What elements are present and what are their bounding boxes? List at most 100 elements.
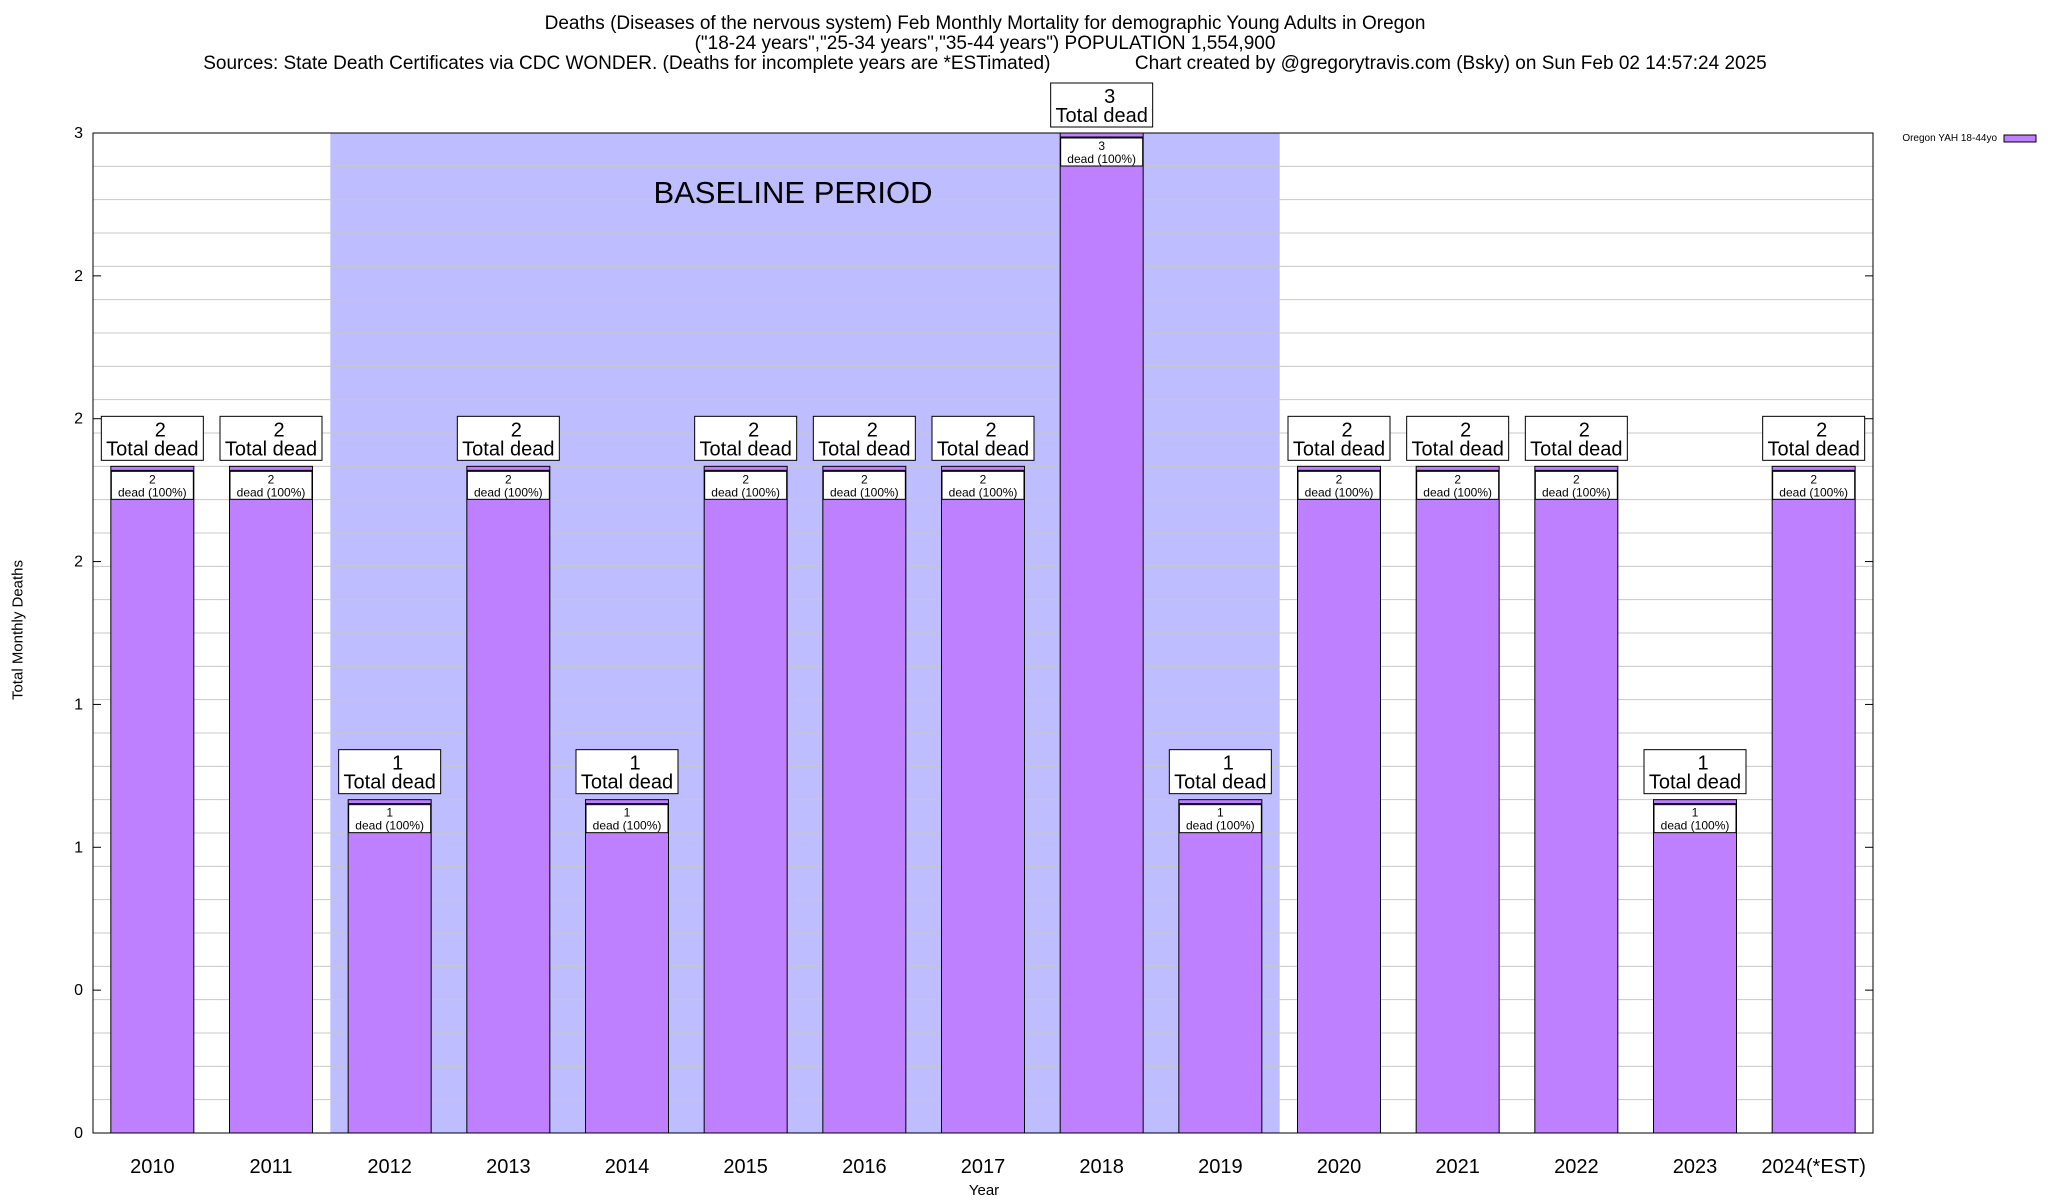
total-label-value: 2: [867, 419, 878, 441]
bar-inner-value: 2: [1810, 472, 1817, 486]
bar-inner-label-box: [348, 804, 432, 834]
bar-inner-value: 2: [1336, 472, 1343, 486]
bar-inner-value: 2: [1454, 472, 1461, 486]
baseline-period-label: BASELINE PERIOD: [653, 175, 932, 210]
bar-inner-label: dead (100%): [830, 485, 899, 499]
bar-inner-label-box: [1297, 470, 1381, 500]
bar-inner-value: 1: [624, 806, 631, 820]
total-label-text: Total dead: [462, 438, 554, 460]
total-label-box: [1168, 749, 1272, 795]
bar: [1534, 465, 1619, 1134]
y-tick-label: 0: [74, 1125, 83, 1142]
bar: [941, 465, 1025, 1134]
bar: [347, 799, 432, 1134]
bar-inner-label: dead (100%): [1661, 819, 1730, 833]
y-tick-label: 1: [74, 839, 83, 856]
total-label-box: [1406, 415, 1510, 461]
x-tick-label: 2011: [249, 1156, 292, 1178]
total-label-box: [456, 415, 560, 461]
bar-inner-label: dead (100%): [237, 485, 306, 499]
total-label-box: [1287, 415, 1391, 461]
bar-inner-label-box: [1178, 804, 1262, 834]
x-tick-label: 2018: [1079, 1156, 1124, 1178]
total-label-value: 3: [1104, 86, 1115, 108]
y-axis-label: Total Monthly Deaths: [9, 559, 27, 701]
y-tick-label: 0: [74, 982, 83, 999]
x-tick-label: 2014: [605, 1156, 650, 1178]
bar-inner-label: dead (100%): [949, 485, 1018, 499]
bar-inner-label-box: [110, 470, 194, 500]
bar-inner-label-box: [941, 470, 1025, 500]
total-label-value: 1: [1223, 753, 1234, 775]
total-label-box: [1762, 415, 1866, 461]
x-tick-label: 2022: [1554, 1156, 1599, 1178]
bar-inner-value: 2: [861, 472, 868, 486]
total-label-text: Total dead: [1174, 772, 1266, 794]
bar-inner-value: 2: [742, 472, 749, 486]
bar-inner-label: dead (100%): [1067, 152, 1136, 166]
bar-inner-label: dead (100%): [1779, 485, 1848, 499]
bar-inner-label: dead (100%): [355, 819, 424, 833]
y-tick-label: 2: [74, 554, 83, 571]
plot-frame: [92, 132, 1874, 1134]
bar-inner-label-box: [1653, 804, 1737, 834]
total-label-box: [338, 749, 442, 795]
total-label-text: Total dead: [700, 438, 792, 460]
bar-inner-label-box: [1060, 137, 1144, 167]
bar-inner-value: 3: [1098, 139, 1105, 153]
chart-sources: Sources: State Death Certificates via CD…: [203, 53, 1767, 74]
bar-inner-label-box: [1416, 470, 1500, 500]
y-tick-label: 1: [74, 696, 83, 713]
bar-inner-value: 2: [149, 472, 156, 486]
x-tick-label: 2020: [1317, 1156, 1362, 1178]
total-label-value: 2: [1460, 419, 1471, 441]
bar: [822, 465, 907, 1134]
total-label-value: 2: [1341, 419, 1352, 441]
chart-subtitle: ("18-24 years","25-34 years","35-44 year…: [694, 33, 1276, 54]
x-tick-label: 2021: [1435, 1156, 1480, 1178]
bar-inner-value: 1: [1217, 806, 1224, 820]
bar-inner-label-box: [704, 470, 788, 500]
bar: [1178, 799, 1263, 1134]
total-label-value: 2: [1579, 419, 1590, 441]
bar-inner-label: dead (100%): [711, 485, 780, 499]
total-label-value: 2: [273, 419, 284, 441]
y-tick-label: 2: [74, 411, 83, 428]
x-tick-label: 2012: [367, 1156, 412, 1178]
total-label-text: Total dead: [1530, 438, 1622, 460]
bar: [1771, 465, 1856, 1134]
bar: [703, 465, 788, 1134]
total-label-box: [694, 415, 798, 461]
total-label-box: [1524, 415, 1628, 461]
total-label-box: [219, 415, 323, 461]
bar-inner-label: dead (100%): [1186, 819, 1255, 833]
x-tick-label: 2015: [723, 1156, 768, 1178]
x-tick-label: 2010: [130, 1156, 175, 1178]
x-tick-label: 2024(*EST): [1761, 1156, 1866, 1178]
total-label-text: Total dead: [818, 438, 910, 460]
bar: [1415, 465, 1500, 1134]
bar-inner-value: 2: [505, 472, 512, 486]
bar-inner-label-box: [822, 470, 906, 500]
total-label-box: [812, 415, 916, 461]
chart-title: Deaths (Diseases of the nervous system) …: [544, 13, 1426, 34]
total-label-value: 2: [155, 419, 166, 441]
total-label-value: 2: [748, 419, 759, 441]
total-label-value: 1: [1697, 753, 1708, 775]
x-tick-label: 2013: [486, 1156, 531, 1178]
bar-inner-value: 1: [1692, 806, 1699, 820]
total-label-box: [100, 415, 204, 461]
total-label-text: Total dead: [581, 772, 673, 794]
bar-inner-label: dead (100%): [118, 485, 187, 499]
x-tick-label: 2023: [1673, 1156, 1718, 1178]
total-label-text: Total dead: [1649, 772, 1741, 794]
bar: [585, 799, 669, 1134]
bar-inner-label: dead (100%): [1542, 485, 1611, 499]
y-tick-label: 3: [74, 125, 83, 142]
total-label-value: 1: [629, 753, 640, 775]
total-label-value: 2: [511, 419, 522, 441]
total-label-box: [1050, 82, 1154, 128]
bar-inner-label-box: [1772, 470, 1856, 500]
x-axis-label: Year: [968, 1182, 1000, 1199]
